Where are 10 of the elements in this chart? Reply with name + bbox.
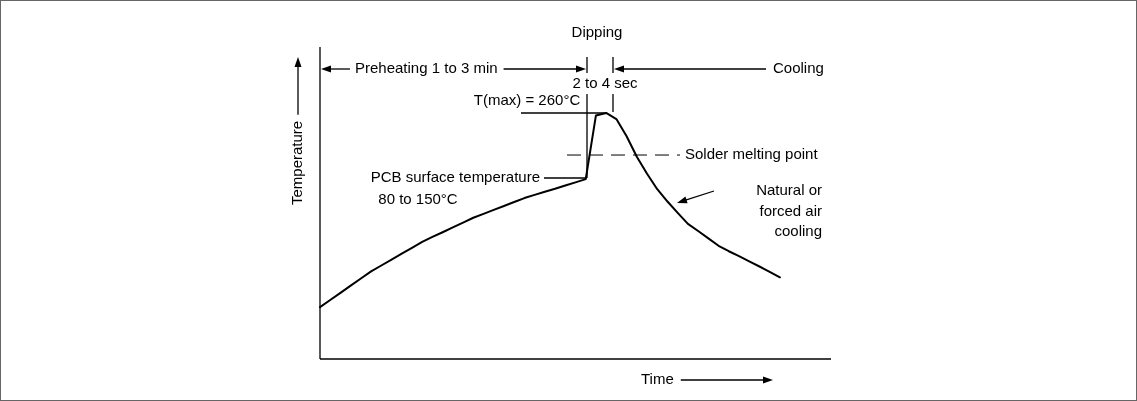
x-axis-title: Time	[641, 370, 674, 388]
annotation: PCB surface temperature 80 to 150°C	[370, 168, 540, 208]
text: Preheating 1 to 3 min	[355, 59, 498, 77]
text: T(max) = 260°C	[473, 91, 581, 109]
text: Dipping	[571, 23, 623, 41]
text: 2 to 4 sec	[572, 74, 639, 92]
text: Cooling	[773, 59, 824, 77]
y-axis-title: Temperature	[288, 120, 306, 205]
annotation: Natural or forced air cooling	[756, 181, 822, 240]
ref-line-label: Solder melting point	[685, 145, 819, 163]
